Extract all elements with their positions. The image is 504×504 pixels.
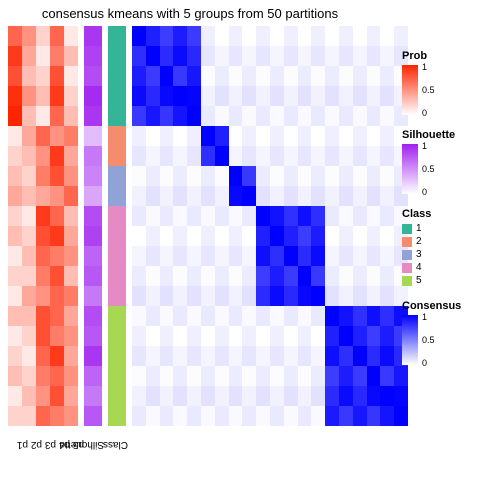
consensus-legend: Consensus 1 0.5 0 [402, 300, 461, 365]
prob-legend-title: Prob [402, 50, 461, 62]
silhouette-colorbar [402, 144, 418, 194]
consensus-colorbar [402, 315, 418, 365]
tick-label: 1 [422, 63, 427, 72]
consensus-legend-title: Consensus [402, 300, 461, 312]
class-legend-title: Class [402, 208, 461, 220]
annotation-columns [8, 26, 126, 426]
silhouette-legend-title: Silhouette [402, 129, 461, 141]
silhouette-legend: Silhouette 1 0.5 0 [402, 129, 461, 194]
prob-colorbar [402, 65, 418, 115]
class-legend: Class 1 2 3 4 5 [402, 208, 461, 286]
tick-label: 0.5 [422, 165, 435, 174]
plot-title: consensus kmeans with 5 groups from 50 p… [0, 6, 380, 21]
tick-label: 0.5 [422, 86, 435, 95]
class-legend-item: 4 [402, 262, 461, 273]
tick-label: 0 [422, 188, 427, 197]
class-legend-item: 3 [402, 249, 461, 260]
plot-area [8, 26, 408, 426]
tick-label: 1 [422, 142, 427, 151]
class-legend-item: 2 [402, 236, 461, 247]
annotation-labels: p1p2p3p4p5SilhouetteClass [8, 430, 126, 441]
tick-label: 1 [422, 313, 427, 322]
tick-label: 0 [422, 109, 427, 118]
consensus-heatmap [132, 26, 408, 426]
prob-legend: Prob 1 0.5 0 [402, 50, 461, 115]
legends: Prob 1 0.5 0 Silhouette 1 0.5 0 Class 1 2… [402, 50, 461, 379]
tick-label: 0.5 [422, 336, 435, 345]
class-legend-item: 1 [402, 223, 461, 234]
class-legend-item: 5 [402, 275, 461, 286]
tick-label: 0 [422, 359, 427, 368]
